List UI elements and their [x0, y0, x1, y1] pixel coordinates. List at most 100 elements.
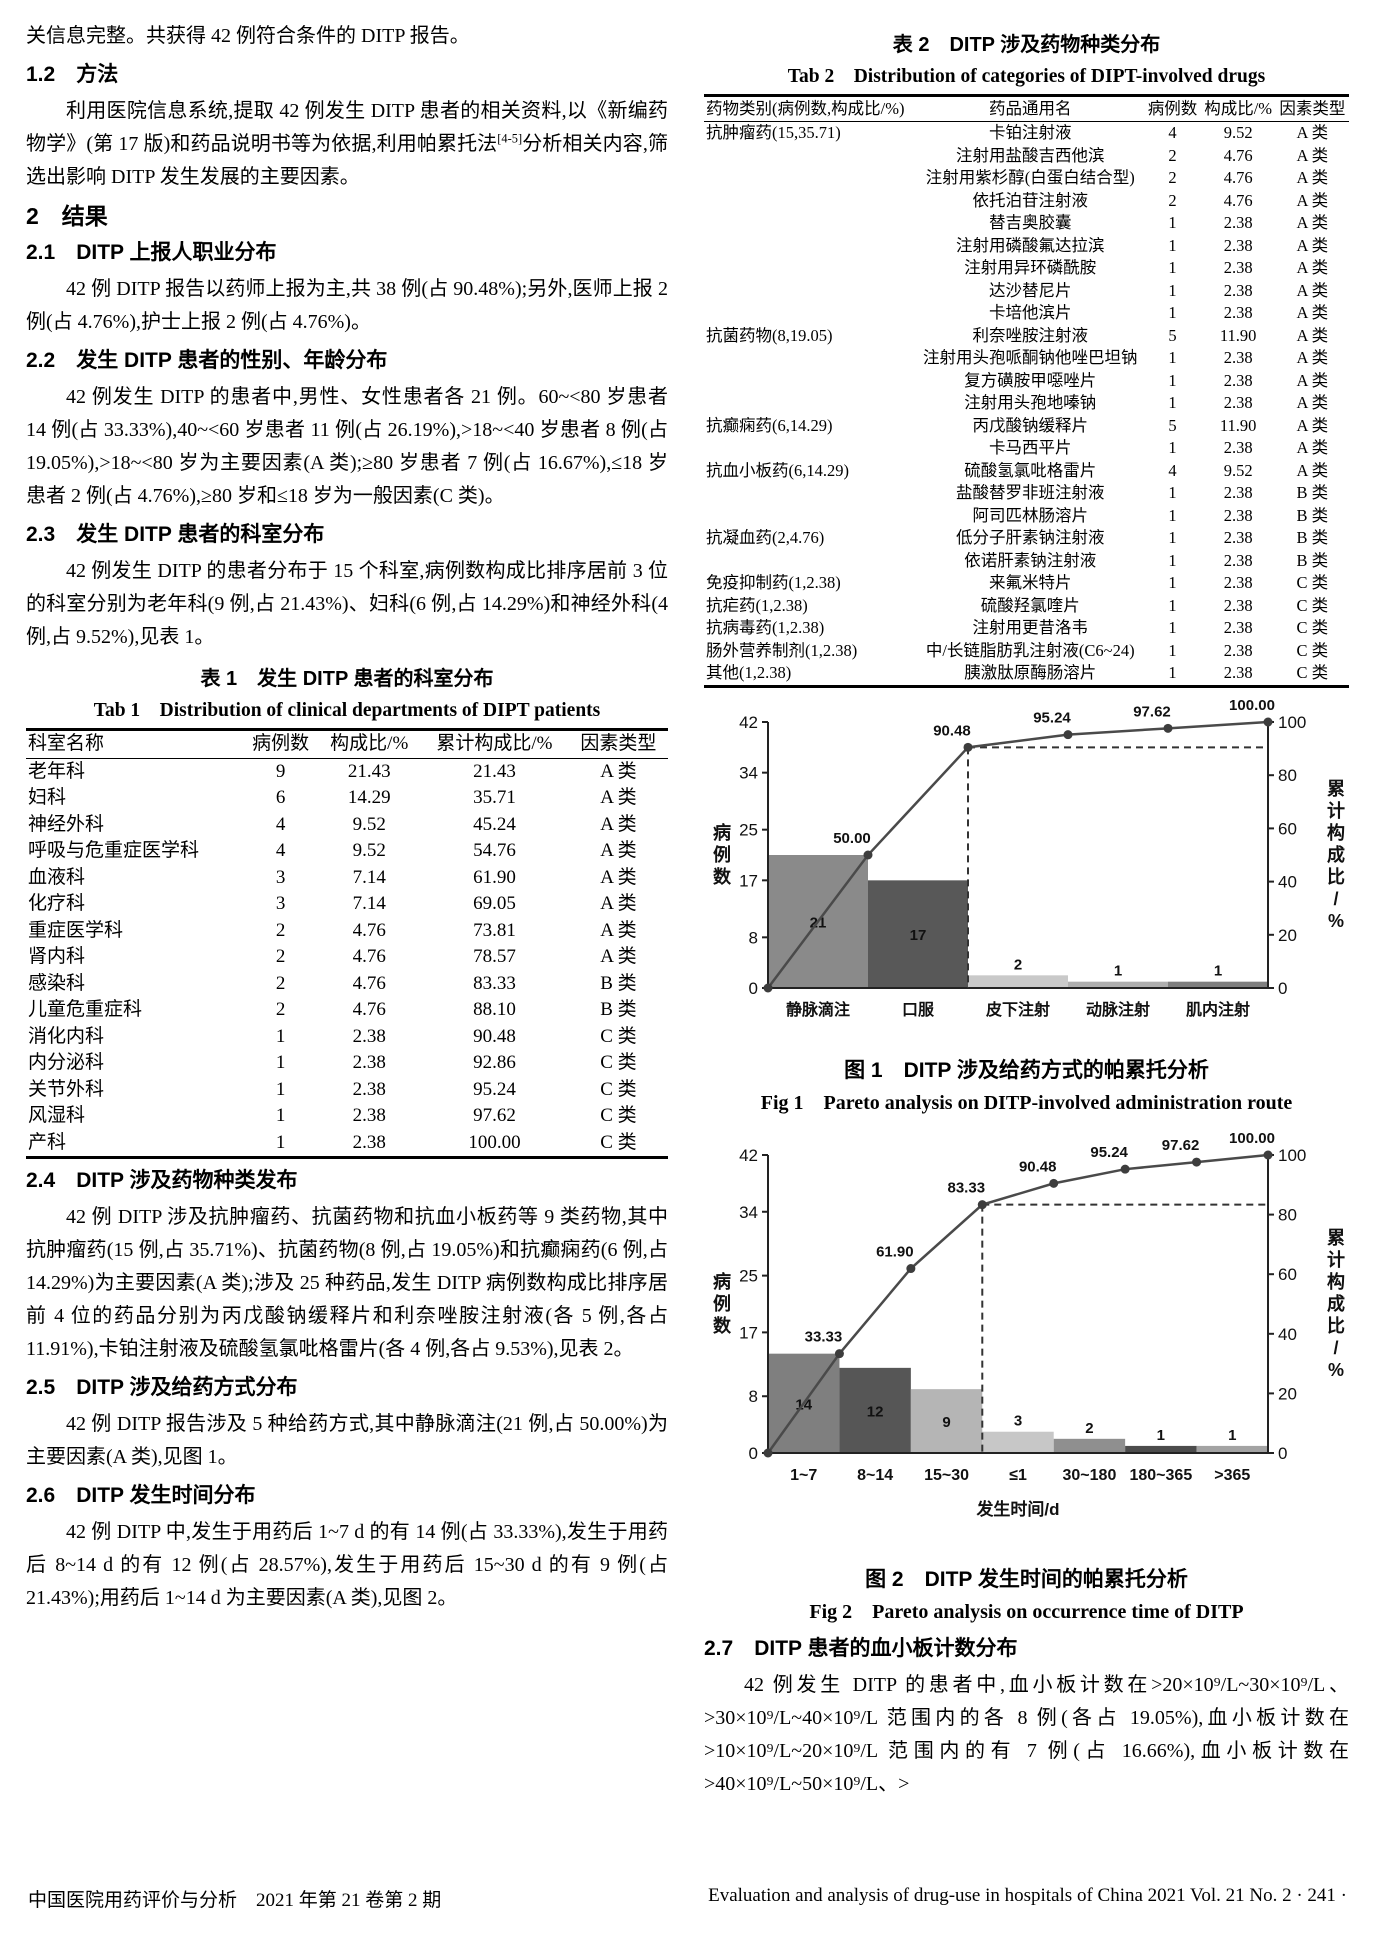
table-cell: 83.33 — [473, 972, 516, 994]
heading-2-2: 2.2 发生 DITP 患者的性别、年龄分布 — [26, 349, 388, 372]
table-row: 注射用头孢地嗪钠 1 2.38 A 类 — [704, 392, 1349, 415]
table-cell: 78.57 — [473, 946, 516, 967]
table-cell: A 类 — [600, 893, 637, 914]
table-row: 产科 1 2.38 100.00 C 类 — [26, 1130, 668, 1158]
table1-title-en: Tab 1 Distribution of clinical departmen… — [93, 700, 601, 721]
svg-text:数: 数 — [713, 1315, 732, 1336]
paragraph-continuation: 关信息完整。共获得 42 例符合条件的 DITP 报告。 — [26, 25, 470, 47]
table-cell: A 类 — [1296, 190, 1329, 210]
table-cell: 1 — [275, 1025, 286, 1047]
table2-drugs: 药物类别(病例数,构成比/%) 药品通用名 病例数 构成比/% 因素类型 抗肿瘤药(15… — [704, 94, 1349, 688]
table-cell: 血液科 — [28, 866, 86, 888]
table-row: 卡培他滨片 1 2.38 A 类 — [704, 302, 1349, 325]
table-row: 肾内科 2 4.76 78.57 A 类 — [26, 944, 668, 971]
table-cell: 其他(1,2.38) — [706, 663, 792, 682]
table-cell: 2.38 — [352, 1131, 386, 1153]
table-cell: C 类 — [1296, 618, 1329, 637]
svg-text:0: 0 — [749, 1444, 758, 1463]
table-cell: 9.52 — [352, 840, 386, 861]
table-cell: A 类 — [1296, 168, 1329, 187]
table-cell: C 类 — [600, 1131, 637, 1153]
table-cell: 4 — [1168, 460, 1177, 480]
table-cell: A 类 — [1296, 393, 1329, 412]
two-column-layout: 关信息完整。共获得 42 例符合条件的 DITP 报告。 1.2 方法 利用医院… — [26, 20, 1349, 1801]
table-cell: A 类 — [600, 866, 637, 888]
table-cell: 丙戊酸钠缓释片 — [972, 415, 1088, 435]
paragraph-2-6: 42 例 DITP 中,发生于用药后 1~7 d 的有 14 例(占 33.33… — [26, 1521, 668, 1609]
table-cell: 11.90 — [1219, 325, 1257, 345]
table-cell — [704, 212, 916, 235]
heading-2-3: 2.3 发生 DITP 患者的科室分布 — [26, 523, 325, 546]
table-cell: A 类 — [600, 919, 637, 941]
svg-text:1: 1 — [1228, 1426, 1236, 1443]
table-cell: 达沙替尼片 — [988, 280, 1072, 300]
table-cell: 儿童危重症科 — [28, 999, 143, 1020]
table-cell: B 类 — [1296, 528, 1329, 547]
table-cell: B 类 — [1296, 505, 1329, 525]
table-cell: 卡铂注射液 — [988, 123, 1072, 142]
table-cell: 11.90 — [1219, 415, 1257, 435]
paragraph-2-5: 42 例 DITP 报告涉及 5 种给药方式,其中静脉滴注(21 例,占 50.… — [26, 1413, 668, 1468]
column-header: 科室名称 — [26, 729, 243, 759]
table-cell: 注射用磷酸氟达拉滨 — [955, 235, 1105, 255]
table-row: 阿司匹林肠溶片 1 2.38 B 类 — [704, 505, 1349, 528]
table-cell: 免疫抑制药(1,2.38) — [706, 573, 841, 592]
table-cell: 45.24 — [473, 813, 516, 835]
table-cell: 35.71 — [473, 787, 516, 808]
table-cell: 呼吸与危重症医学科 — [28, 840, 200, 861]
paragraph-2-4: 42 例 DITP 涉及抗肿瘤药、抗菌药物和抗血小板药等 9 类药物,其中抗肿瘤… — [26, 1206, 668, 1360]
table-row: 免疫抑制药(1,2.38) 来氟米特片 1 2.38 C 类 — [704, 572, 1349, 595]
table-cell — [704, 302, 916, 325]
table-cell: 关节外科 — [28, 1078, 105, 1100]
column-header: 病例数 — [242, 729, 319, 759]
svg-text:0: 0 — [749, 979, 758, 998]
svg-text:17: 17 — [910, 927, 927, 944]
svg-text:20: 20 — [1278, 1384, 1297, 1403]
table-row: 卡马西平片 1 2.38 A 类 — [704, 437, 1349, 460]
table-cell: 内分泌科 — [28, 1052, 105, 1073]
svg-text:1: 1 — [1157, 1426, 1165, 1443]
pareto-chart-fig1: 21172 1 10817253442020406080100静脉滴注 口服 皮下注射动… — [713, 697, 1345, 1019]
table-cell: 中/长链脂肪乳注射液(C6~24) — [925, 640, 1135, 660]
svg-text:构: 构 — [1327, 822, 1345, 843]
table-cell: 4.76 — [352, 946, 386, 967]
table-row: 妇科 6 14.29 35.71 A 类 — [26, 785, 668, 812]
table-cell: 1 — [1168, 348, 1177, 367]
svg-text:≤1: ≤1 — [1009, 1467, 1027, 1484]
svg-text:1~7: 1~7 — [790, 1467, 817, 1484]
table-cell: 注射用紫杉醇(白蛋白结合型) — [925, 168, 1135, 187]
table-cell: 硫酸氢氯吡格雷片 — [964, 460, 1097, 480]
table-cell — [704, 392, 916, 415]
table-cell: C 类 — [600, 1078, 637, 1100]
table-cell: 2.38 — [1223, 595, 1253, 615]
table-cell: 4.76 — [1223, 168, 1253, 187]
table-cell: A 类 — [600, 813, 637, 835]
table-cell: 神经外科 — [28, 813, 105, 835]
svg-text:80: 80 — [1278, 1205, 1297, 1224]
table-cell: 卡马西平片 — [988, 438, 1072, 457]
table-cell: 2.38 — [1223, 303, 1253, 322]
column-header: 因素类型 — [1275, 95, 1349, 122]
table-cell: 注射用头孢地嗪钠 — [964, 393, 1097, 412]
table-cell: 2 — [1168, 190, 1177, 210]
table-cell — [704, 145, 916, 168]
svg-text:100.00: 100.00 — [1229, 697, 1275, 714]
table-cell: 3 — [275, 866, 286, 888]
table-cell: 硫酸羟氯喹片 — [980, 595, 1080, 615]
svg-text:97.62: 97.62 — [1162, 1137, 1200, 1154]
table-cell: 54.76 — [473, 840, 516, 861]
table-cell: 1 — [275, 1105, 286, 1126]
svg-text:例: 例 — [713, 1293, 731, 1314]
table-row: 复方磺胺甲噁唑片 1 2.38 A 类 — [704, 370, 1349, 393]
svg-text:成: 成 — [1327, 1293, 1345, 1314]
table-cell: 感染科 — [28, 972, 86, 994]
table-cell: 1 — [1168, 303, 1177, 322]
column-header: 累计构成比/% — [420, 729, 569, 759]
table-cell: 9.52 — [352, 813, 386, 835]
table-cell: 97.62 — [473, 1105, 516, 1126]
table-cell: 1 — [1168, 235, 1177, 255]
table-row: 抗肿瘤药(15,35.71) 卡铂注射液 4 9.52 A 类 — [704, 122, 1349, 145]
fig1-caption-en: Fig 1 Pareto analysis on DITP-involved a… — [760, 1091, 1293, 1114]
svg-text:3: 3 — [1014, 1412, 1022, 1429]
